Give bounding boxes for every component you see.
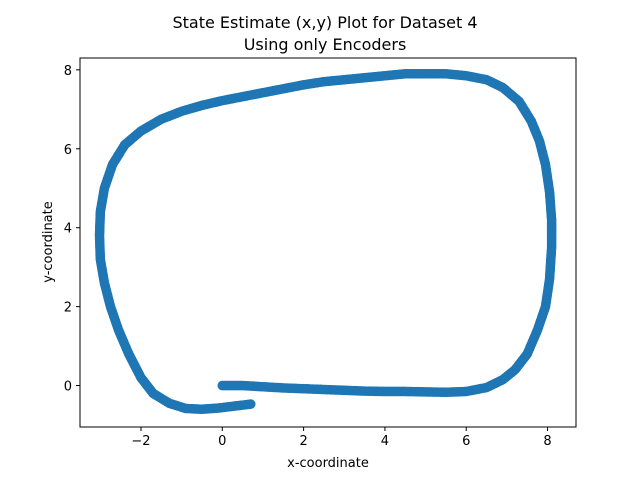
chart-title-line1: State Estimate (x,y) Plot for Dataset 4 [172, 13, 477, 32]
x-axis-label: x-coordinate [287, 456, 369, 471]
y-tick-label: 2 [64, 301, 72, 316]
scatter-series [94, 68, 557, 415]
x-tick-label: −2 [131, 434, 150, 449]
y-tick-label: 4 [64, 222, 72, 237]
x-tick-label: 4 [381, 434, 389, 449]
x-tick-label: 0 [218, 434, 226, 449]
y-axis-label: y-coordinate [41, 201, 56, 283]
y-axis-ticks: 0 2 4 6 8 [64, 64, 80, 395]
chart-title-line2: Using only Encoders [244, 35, 407, 54]
x-tick-label: 2 [299, 434, 307, 449]
x-tick-label: 6 [462, 434, 470, 449]
data-point [245, 399, 256, 409]
y-tick-label: 0 [64, 380, 72, 395]
y-tick-label: 8 [64, 64, 72, 79]
y-tick-label: 6 [64, 143, 72, 158]
plot-frame [79, 57, 577, 428]
x-tick-label: 8 [543, 434, 551, 449]
x-axis-ticks: −2 0 2 4 6 8 [131, 427, 552, 449]
